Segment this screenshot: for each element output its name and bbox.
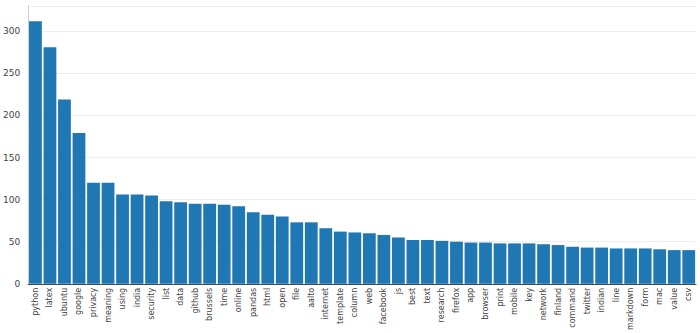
svg-text:network: network (539, 287, 548, 320)
svg-text:open: open (278, 288, 287, 308)
svg-text:app: app (466, 288, 475, 303)
svg-text:latex: latex (45, 288, 54, 308)
svg-text:indian: indian (597, 288, 606, 313)
svg-text:research: research (437, 288, 446, 323)
svg-text:mobile: mobile (510, 288, 519, 315)
svg-text:file: file (292, 288, 301, 300)
svg-text:command: command (568, 288, 577, 328)
svg-text:0: 0 (14, 279, 20, 289)
svg-text:template: template (336, 288, 345, 324)
svg-text:security: security (147, 288, 156, 320)
svg-text:js: js (394, 288, 403, 295)
svg-text:github: github (191, 288, 200, 314)
svg-text:250: 250 (3, 68, 20, 78)
svg-text:finland: finland (554, 288, 563, 315)
svg-text:firefox: firefox (452, 288, 461, 314)
svg-text:key: key (525, 288, 534, 302)
svg-text:html: html (263, 288, 272, 306)
svg-text:twitter: twitter (583, 287, 592, 314)
svg-text:facebook: facebook (379, 287, 388, 324)
svg-text:print: print (496, 288, 505, 307)
svg-text:web: web (365, 288, 374, 305)
svg-text:time: time (220, 288, 229, 306)
svg-text:list: list (162, 288, 171, 300)
svg-text:data: data (176, 288, 185, 306)
svg-text:mac: mac (655, 288, 664, 305)
svg-text:line: line (612, 288, 621, 303)
svg-text:csv: csv (684, 288, 693, 302)
svg-text:internet: internet (321, 288, 330, 320)
svg-text:python: python (31, 288, 40, 316)
svg-text:50: 50 (9, 237, 21, 247)
svg-text:ubuntu: ubuntu (60, 288, 69, 317)
svg-text:pandas: pandas (249, 288, 258, 317)
svg-text:150: 150 (3, 153, 20, 163)
svg-text:aalto: aalto (307, 288, 316, 308)
svg-text:form: form (641, 288, 650, 307)
svg-text:brussels: brussels (205, 288, 214, 321)
svg-text:privacy: privacy (89, 288, 98, 318)
svg-text:online: online (234, 288, 243, 312)
svg-text:value: value (670, 288, 679, 310)
svg-text:text: text (423, 288, 432, 304)
svg-text:300: 300 (3, 26, 20, 36)
svg-text:100: 100 (3, 195, 20, 205)
svg-text:browser: browser (481, 287, 490, 320)
svg-text:markdown: markdown (626, 288, 635, 330)
svg-text:india: india (133, 288, 142, 308)
svg-text:using: using (118, 288, 127, 310)
svg-text:meaning: meaning (104, 288, 113, 323)
svg-text:best: best (408, 288, 417, 305)
svg-text:200: 200 (3, 110, 20, 120)
svg-text:google: google (74, 288, 83, 315)
svg-text:column: column (350, 288, 359, 317)
